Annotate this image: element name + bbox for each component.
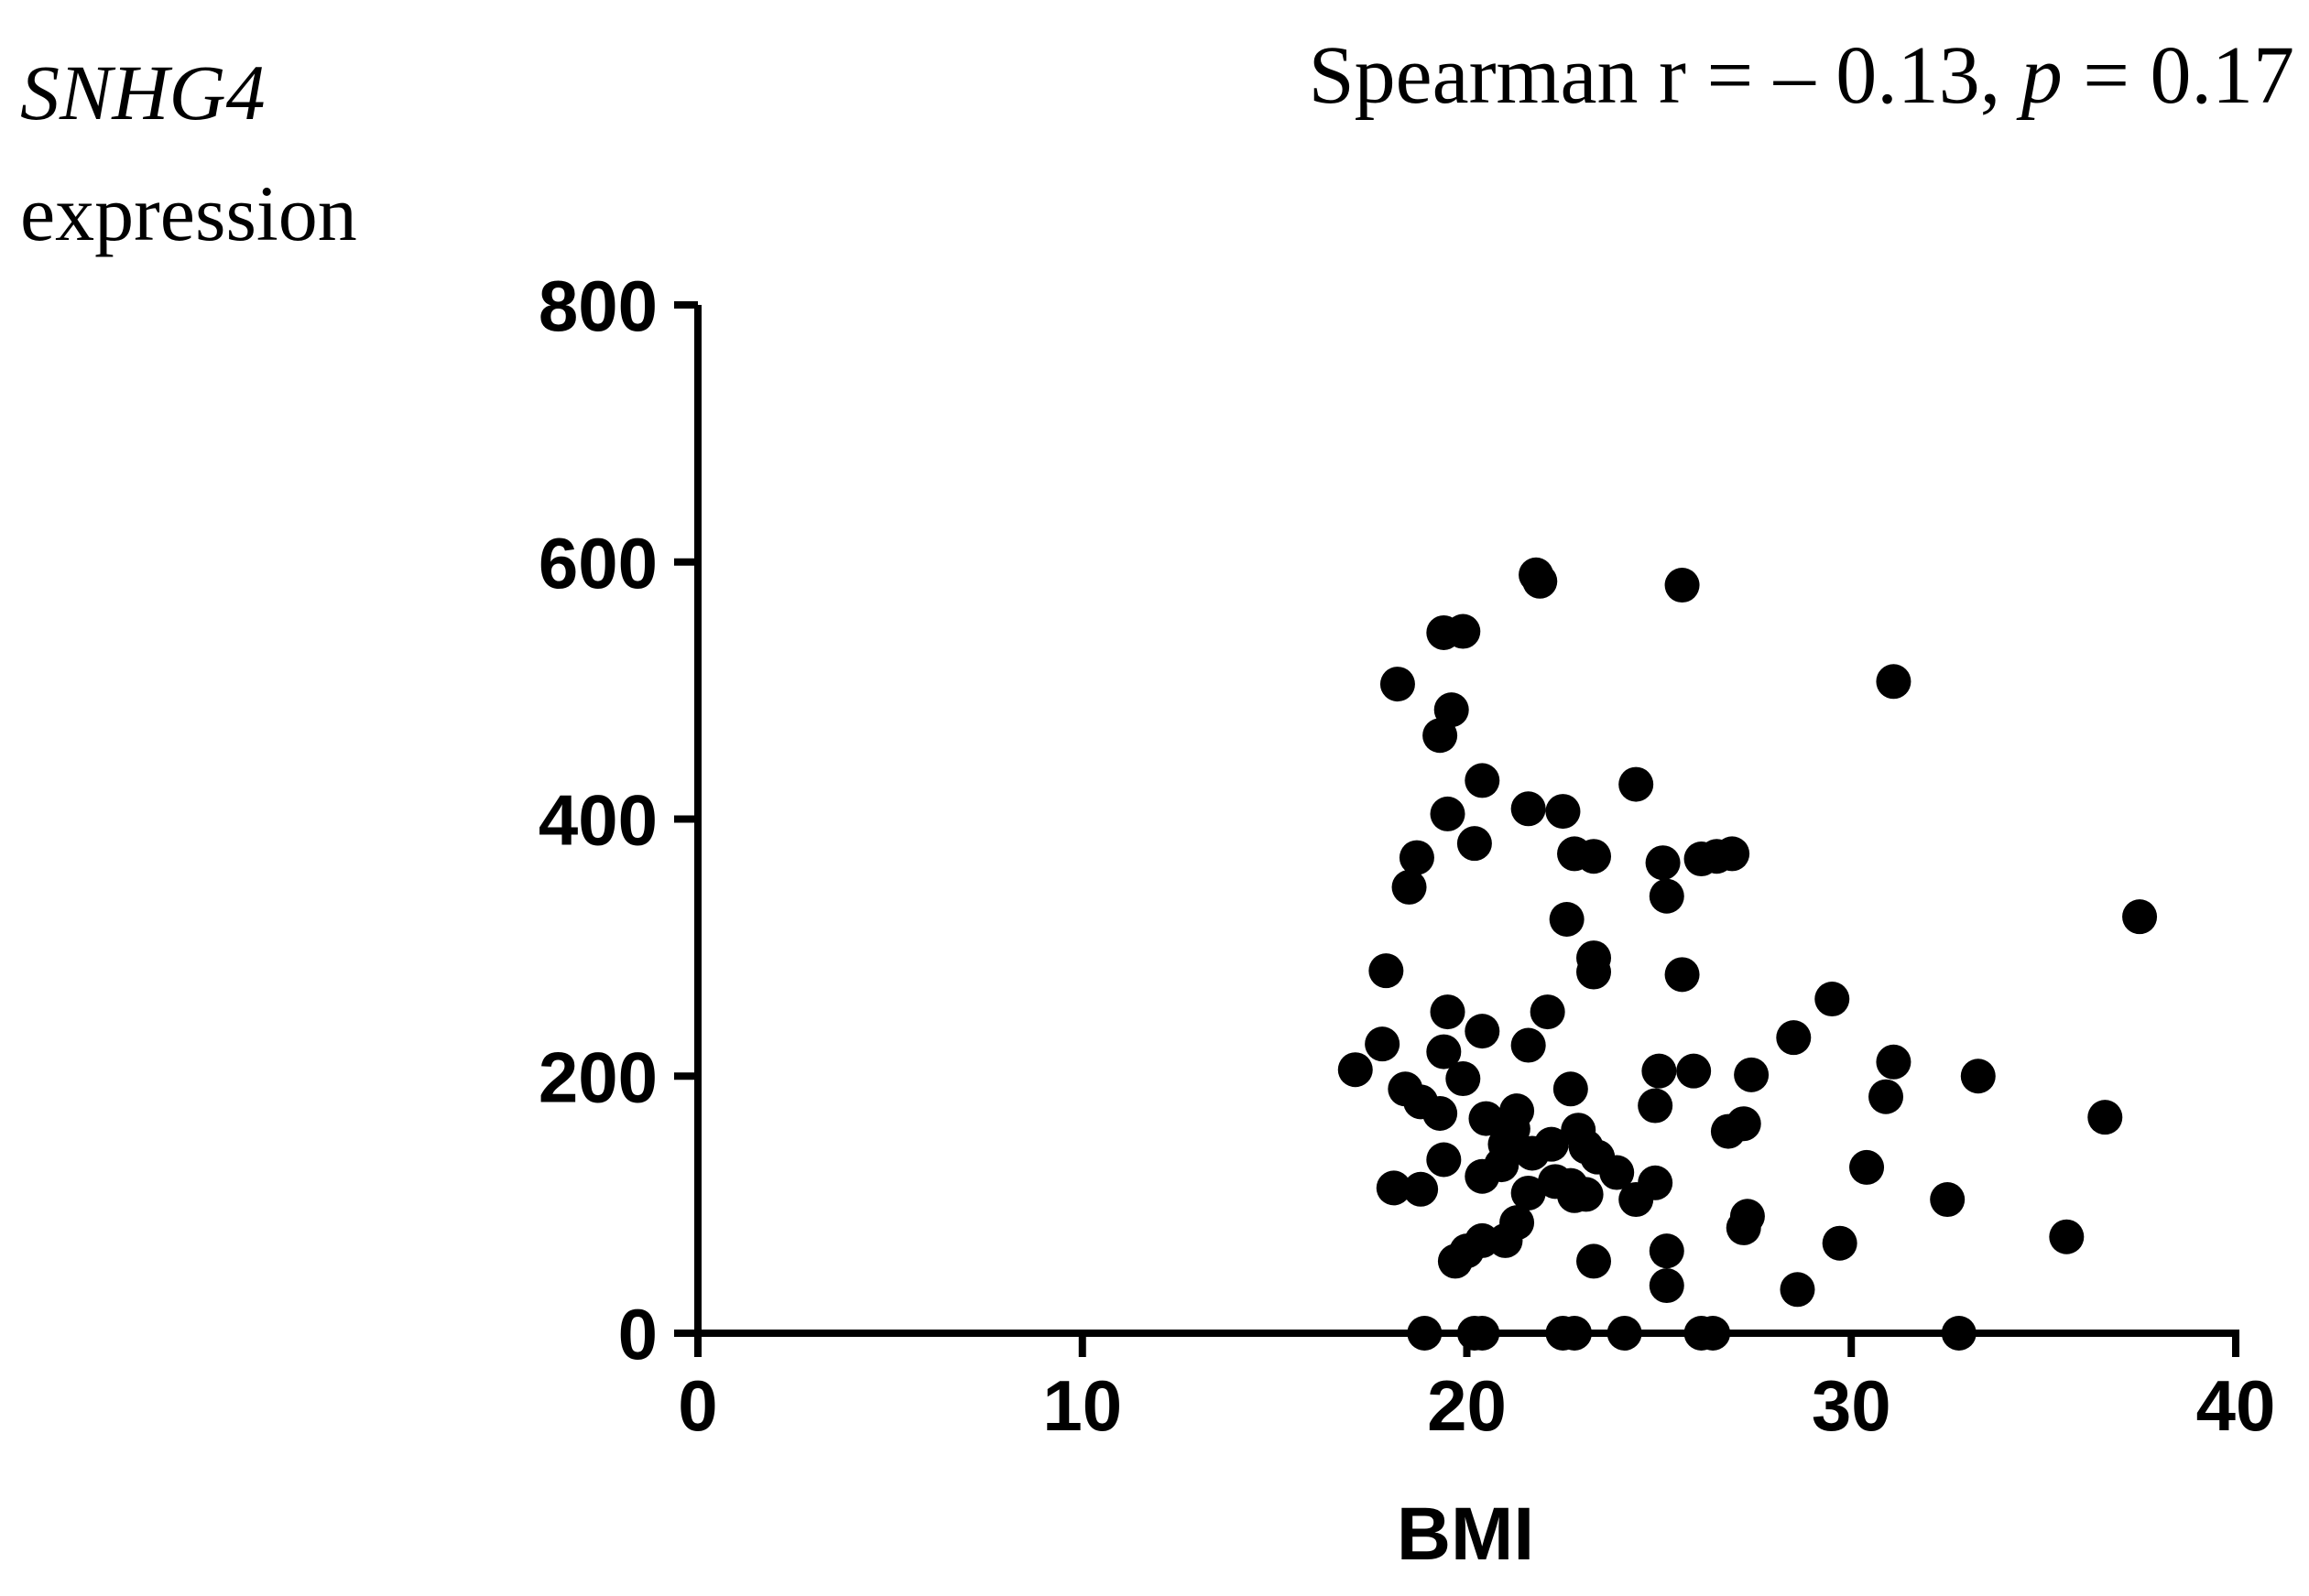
data-point (1649, 1268, 1684, 1304)
x-axis-title: BMI (1397, 1493, 1534, 1576)
data-point (1649, 878, 1684, 914)
data-point (1391, 869, 1427, 905)
data-point (1618, 1182, 1654, 1218)
data-point (1337, 1052, 1373, 1088)
title-p-value: = 0.17 (2063, 30, 2294, 121)
data-point (1445, 613, 1481, 649)
data-point (1776, 1020, 1812, 1056)
data-point (2087, 1100, 2123, 1135)
data-point (1545, 794, 1581, 830)
data-point (1606, 1316, 1642, 1351)
data-point (1407, 1316, 1443, 1351)
data-point (1465, 1014, 1500, 1049)
data-point (1664, 957, 1700, 993)
y-tick-label: 200 (539, 1037, 658, 1117)
x-tick-label: 10 (1042, 1365, 1122, 1446)
data-point (1557, 1316, 1593, 1351)
data-point (1487, 1222, 1523, 1258)
chart-title: Spearman r = – 0.13, p = 0.17 (1309, 30, 2294, 121)
data-point (1445, 1061, 1481, 1097)
data-point (1514, 1135, 1550, 1171)
x-tick-label: 40 (2196, 1365, 2276, 1446)
data-point (1426, 1142, 1462, 1178)
data-point (1960, 1059, 1996, 1094)
data-point (1868, 1079, 1904, 1114)
y-tick-label: 400 (539, 780, 658, 861)
x-tick-label: 20 (1427, 1365, 1507, 1446)
data-point (2122, 899, 2158, 935)
data-point (1456, 826, 1492, 862)
data-point (1530, 994, 1565, 1030)
data-point (1645, 845, 1681, 881)
data-point (1426, 1034, 1462, 1069)
data-point (1638, 1088, 1673, 1124)
data-point (1941, 1316, 1977, 1351)
data-point (1376, 1170, 1411, 1206)
y-axis-ticks: 0 200 400 600 800 (539, 266, 698, 1374)
data-point (1549, 901, 1585, 937)
data-point (1368, 953, 1404, 989)
data-point (1365, 1026, 1400, 1062)
title-p-symbol: p (2016, 30, 2063, 121)
data-point (1876, 1044, 1911, 1080)
data-point (1399, 840, 1434, 875)
data-point (1676, 1053, 1712, 1089)
data-point (1599, 1155, 1635, 1190)
data-point (1422, 1095, 1458, 1131)
data-point (1849, 1149, 1885, 1185)
y-tick-label: 0 (618, 1294, 658, 1374)
data-point (1437, 1243, 1473, 1279)
data-points (1337, 557, 2158, 1351)
data-point (1379, 667, 1415, 702)
y-tick-label: 600 (539, 523, 658, 603)
data-point (1468, 1101, 1504, 1136)
data-point (1734, 1057, 1770, 1092)
data-point (1510, 1027, 1546, 1063)
y-axis-label-gene: SNHG4 (20, 49, 266, 136)
title-stat: Spearman r = – 0.13, (1309, 30, 2021, 121)
data-point (1780, 1272, 1815, 1308)
data-point (1422, 718, 1458, 754)
data-point (1814, 982, 1850, 1017)
data-point (1403, 1171, 1439, 1207)
data-point (1641, 1053, 1677, 1089)
x-tick-label: 0 (678, 1365, 717, 1446)
x-axis-ticks: 0 10 20 30 40 (678, 1333, 2275, 1446)
data-point (1510, 1175, 1546, 1211)
data-point (1465, 763, 1500, 798)
data-point (2049, 1219, 2085, 1254)
data-point (1430, 994, 1465, 1030)
data-point (1576, 954, 1612, 990)
data-point (1930, 1182, 1966, 1218)
y-axis-label-word: expression (20, 169, 357, 257)
data-point (1576, 839, 1612, 874)
data-point (1618, 766, 1654, 802)
data-point (1715, 836, 1750, 872)
data-point (1664, 568, 1700, 603)
data-point (1649, 1233, 1684, 1269)
y-tick-label: 800 (539, 266, 658, 346)
x-tick-label: 30 (1812, 1365, 1891, 1446)
data-point (1430, 796, 1465, 831)
data-point (1695, 1316, 1731, 1351)
data-point (1568, 1177, 1604, 1212)
data-point (1465, 1158, 1500, 1194)
data-point (1822, 1225, 1857, 1261)
data-point (1876, 664, 1911, 700)
data-point (1710, 1113, 1746, 1149)
data-point (1522, 563, 1558, 599)
data-point (1465, 1316, 1500, 1351)
data-point (1552, 1071, 1588, 1107)
data-point (1576, 1243, 1612, 1279)
data-point (1510, 791, 1546, 827)
data-point (1726, 1210, 1761, 1245)
